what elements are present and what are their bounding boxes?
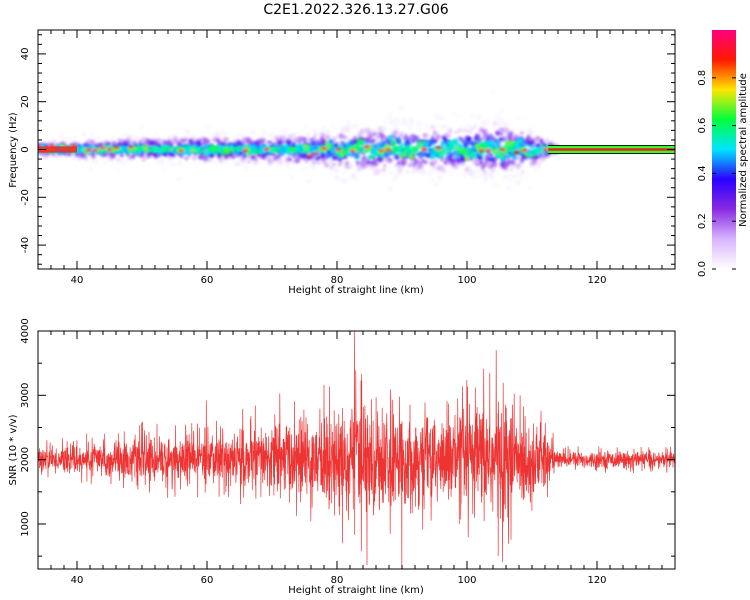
spectrogram-xtick-label: 40 [71, 275, 84, 286]
spectrogram-xtick-label: 100 [457, 275, 476, 286]
snr-xtick-label: 80 [331, 575, 344, 586]
colorbar-ticks: 0.0 0.2 0.4 0.6 0.8 [697, 70, 736, 277]
colorbar-tick-label: 0.0 [697, 261, 708, 277]
snr-frame [37, 330, 676, 570]
spectrogram-axis-ticks: 40 60 80 100 120 -40 -20 0 20 40 [20, 30, 675, 286]
spectrogram-ylabel: Frequency (Hz) [8, 112, 19, 188]
snr-panel: 40 60 80 100 120 1000 2000 3000 4000 Height of s… [8, 318, 676, 596]
snr-line [38, 331, 675, 569]
colorbar-label: Normalized spectral amplitude [738, 73, 749, 227]
colorbar-gradient [712, 30, 736, 269]
snr-xtick-label: 120 [587, 575, 606, 586]
spectrogram-ytick-label: -40 [20, 237, 31, 253]
spectrogram-ytick-label: 40 [20, 48, 31, 61]
colorbar-tick-label: 0.4 [697, 165, 708, 181]
snr-ytick-label: 2000 [20, 447, 31, 472]
snr-xtick-label: 60 [201, 575, 214, 586]
snr-ylabel: SNR (10 * v/v) [8, 414, 19, 485]
snr-ytick-label: 1000 [20, 511, 31, 536]
spectrogram-ytick-label: -20 [20, 189, 31, 205]
spectrogram-ytick-label: 20 [20, 95, 31, 108]
snr-ytick-label: 3000 [20, 383, 31, 408]
spectrogram-heatmap [38, 89, 675, 192]
spectrogram-xtick-label: 60 [201, 275, 214, 286]
spectrogram-xtick-label: 80 [331, 275, 344, 286]
snr-xlabel: Height of straight line (km) [288, 585, 424, 596]
colorbar-tick-label: 0.6 [697, 118, 708, 134]
colorbar-tick-label: 0.2 [697, 213, 708, 229]
spectrogram-ytick-label: 0 [20, 146, 31, 152]
snr-xtick-label: 100 [457, 575, 476, 586]
colorbar-tick-label: 0.8 [697, 70, 708, 86]
snr-ytick-label: 4000 [20, 318, 31, 343]
spectrogram-xtick-label: 120 [587, 275, 606, 286]
snr-xtick-label: 40 [71, 575, 84, 586]
figure-title: C2E1.2022.326.13.27.G06 [263, 2, 448, 18]
snr-axis-ticks: 40 60 80 100 120 1000 2000 3000 4000 [20, 318, 675, 586]
snr-series [38, 331, 675, 569]
spectrogram-xlabel: Height of straight line (km) [288, 285, 424, 296]
colorbar: 0.0 0.2 0.4 0.6 0.8 Normalized spectral ampl… [697, 30, 749, 277]
spectrogram-panel: 40 60 80 100 120 -40 -20 0 20 40 Height of straig… [8, 29, 676, 296]
